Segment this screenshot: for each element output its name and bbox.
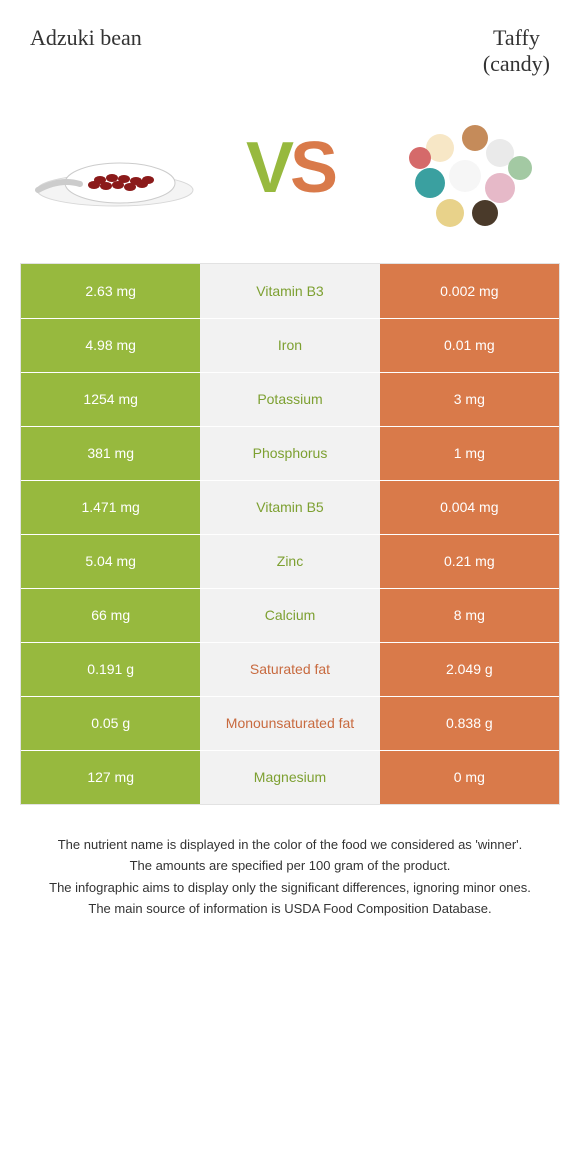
nutrient-name: Magnesium	[200, 751, 379, 804]
nutrient-name: Monounsaturated fat	[200, 697, 379, 750]
left-value: 0.05 g	[21, 697, 200, 750]
hero-row: VS	[0, 88, 580, 263]
table-row: 381 mgPhosphorus1 mg	[21, 426, 559, 480]
nutrient-name: Saturated fat	[200, 643, 379, 696]
table-row: 127 mgMagnesium0 mg	[21, 750, 559, 804]
nutrient-name: Vitamin B3	[200, 264, 379, 318]
nutrient-table: 2.63 mgVitamin B30.002 mg4.98 mgIron0.01…	[20, 263, 560, 805]
left-value: 0.191 g	[21, 643, 200, 696]
right-value: 1 mg	[380, 427, 559, 480]
adzuki-bean-image	[30, 98, 200, 238]
table-row: 2.63 mgVitamin B30.002 mg	[21, 264, 559, 318]
left-value: 1.471 mg	[21, 481, 200, 534]
footer-line: The nutrient name is displayed in the co…	[30, 835, 550, 855]
left-value: 5.04 mg	[21, 535, 200, 588]
left-value: 66 mg	[21, 589, 200, 642]
right-value: 0.01 mg	[380, 319, 559, 372]
nutrient-name: Zinc	[200, 535, 379, 588]
footer-notes: The nutrient name is displayed in the co…	[30, 835, 550, 919]
title-right: Taffy (candy)	[483, 25, 550, 78]
table-row: 1254 mgPotassium3 mg	[21, 372, 559, 426]
nutrient-name: Iron	[200, 319, 379, 372]
left-value: 127 mg	[21, 751, 200, 804]
left-value: 1254 mg	[21, 373, 200, 426]
right-value: 0.002 mg	[380, 264, 559, 318]
header: Adzuki bean Taffy (candy)	[0, 0, 580, 88]
right-value: 0 mg	[380, 751, 559, 804]
right-value: 8 mg	[380, 589, 559, 642]
table-row: 0.05 gMonounsaturated fat0.838 g	[21, 696, 559, 750]
vs-s: S	[290, 127, 334, 209]
left-value: 4.98 mg	[21, 319, 200, 372]
nutrient-name: Potassium	[200, 373, 379, 426]
vs-v: V	[246, 127, 290, 209]
right-value: 3 mg	[380, 373, 559, 426]
left-value: 2.63 mg	[21, 264, 200, 318]
nutrient-name: Vitamin B5	[200, 481, 379, 534]
footer-line: The main source of information is USDA F…	[30, 899, 550, 919]
right-value: 0.838 g	[380, 697, 559, 750]
vs-label: VS	[246, 127, 334, 209]
table-row: 1.471 mgVitamin B50.004 mg	[21, 480, 559, 534]
footer-line: The infographic aims to display only the…	[30, 878, 550, 898]
table-row: 66 mgCalcium8 mg	[21, 588, 559, 642]
nutrient-name: Phosphorus	[200, 427, 379, 480]
table-row: 0.191 gSaturated fat2.049 g	[21, 642, 559, 696]
right-value: 0.21 mg	[380, 535, 559, 588]
table-row: 5.04 mgZinc0.21 mg	[21, 534, 559, 588]
title-left: Adzuki bean	[30, 25, 142, 51]
taffy-image	[380, 98, 550, 238]
nutrient-name: Calcium	[200, 589, 379, 642]
left-value: 381 mg	[21, 427, 200, 480]
footer-line: The amounts are specified per 100 gram o…	[30, 856, 550, 876]
right-value: 0.004 mg	[380, 481, 559, 534]
right-value: 2.049 g	[380, 643, 559, 696]
table-row: 4.98 mgIron0.01 mg	[21, 318, 559, 372]
